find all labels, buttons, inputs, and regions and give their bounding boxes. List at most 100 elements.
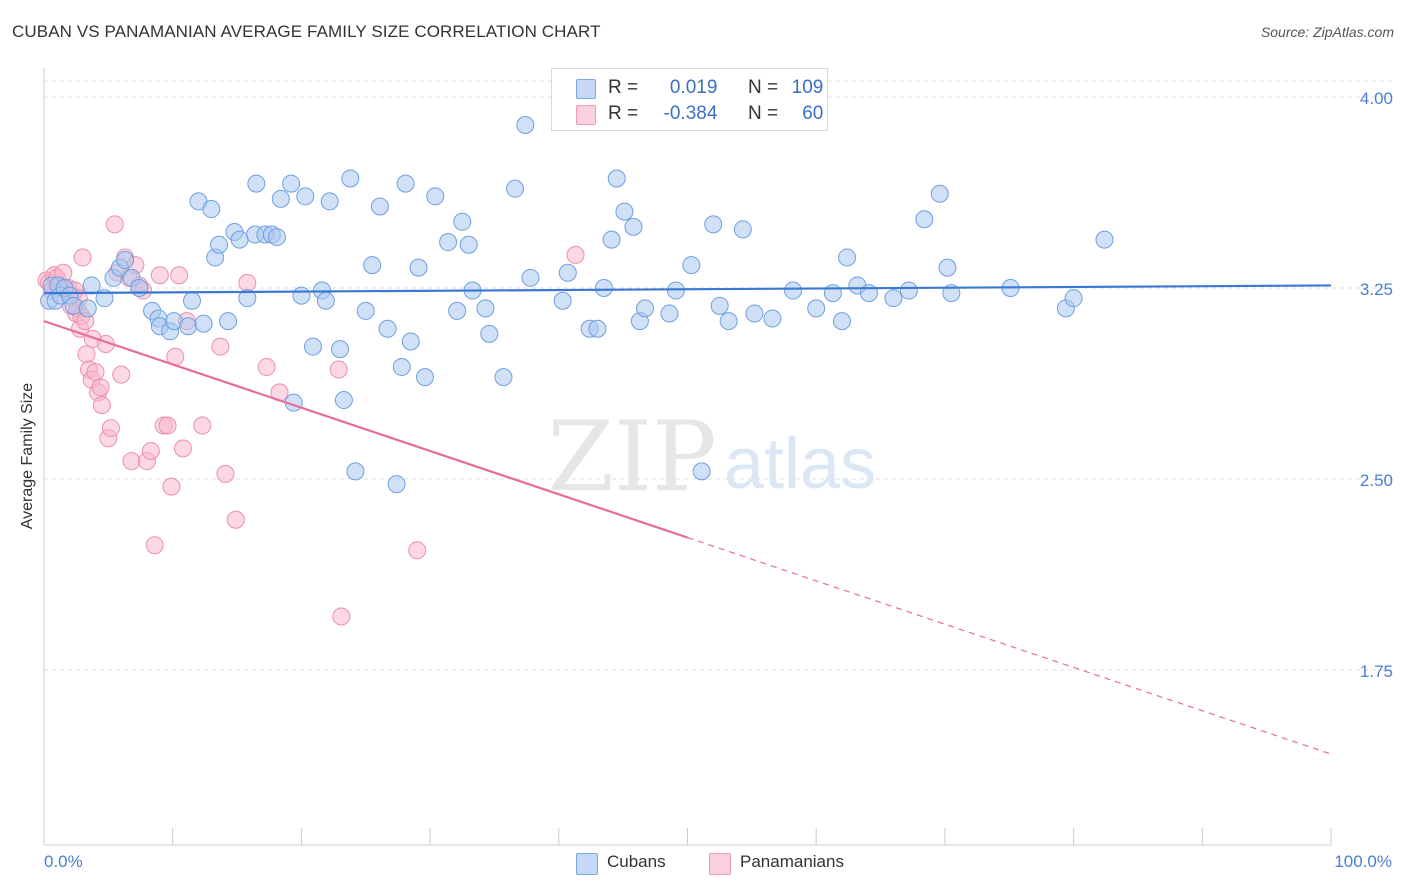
x-tick-label-max: 100.0%: [1334, 852, 1392, 871]
cuban-point: [267, 228, 286, 247]
cuban-point: [745, 304, 764, 323]
cuban-point: [392, 357, 411, 376]
cuban-point: [282, 174, 301, 193]
legend-cubans-label: Cubans: [607, 852, 666, 871]
x-tick-label-min: 0.0%: [44, 852, 83, 871]
cuban-point: [448, 301, 467, 320]
panamanians-swatch: [576, 105, 596, 125]
cuban-point: [303, 337, 322, 356]
panamanian-point: [173, 439, 192, 458]
cuban-point: [884, 289, 903, 308]
panamanians-trend-line: [43, 320, 688, 539]
panamanian-point: [211, 337, 230, 356]
panamanian-point: [216, 464, 235, 483]
panamanian-point: [77, 345, 96, 364]
trend-lines: [43, 284, 1332, 755]
cuban-point: [558, 263, 577, 282]
panamanian-point: [86, 363, 105, 382]
legend-panamanians-swatch: [709, 853, 731, 875]
cuban-point: [341, 169, 360, 188]
cuban-point: [915, 210, 934, 229]
cuban-point: [636, 299, 655, 318]
panamanian-point: [170, 266, 189, 285]
cuban-point: [346, 462, 365, 481]
cuban-point: [666, 281, 685, 300]
axes: [43, 68, 1332, 846]
cuban-point: [660, 304, 679, 323]
cuban-point: [624, 217, 643, 236]
cuban-point: [607, 169, 626, 188]
y-tick-labels: 1.75 2.50 3.25 4.00: [1360, 89, 1393, 681]
cuban-point: [202, 200, 221, 219]
cuban-point: [807, 299, 826, 318]
cuban-point: [838, 248, 857, 267]
cuban-point: [594, 279, 613, 297]
cuban-point: [1064, 289, 1083, 308]
cuban-point: [378, 319, 397, 338]
cuban-point: [930, 184, 949, 203]
panamanian-point: [329, 360, 348, 379]
panamanian-point: [566, 245, 585, 264]
cuban-point: [415, 368, 434, 387]
cuban-point: [334, 391, 353, 410]
panamanian-point: [332, 607, 351, 626]
panamanians-r-label: R =: [608, 103, 639, 124]
panamanian-point: [73, 248, 92, 267]
cuban-point: [370, 197, 389, 216]
panamanian-point: [193, 416, 212, 435]
watermark-atlas: atlas: [724, 424, 876, 504]
grid-lines: [44, 80, 1395, 671]
cubans-trend-line: [43, 284, 1332, 295]
panamanian-point: [162, 477, 181, 496]
cuban-point: [356, 301, 375, 320]
panamanian-point: [150, 266, 169, 285]
cuban-point: [271, 189, 290, 208]
cuban-point: [942, 284, 961, 303]
cuban-point: [387, 475, 406, 494]
cuban-point: [247, 174, 266, 193]
panamanian-point: [257, 357, 276, 376]
cubans-points: [40, 116, 1114, 494]
panamanian-point: [141, 441, 160, 460]
cuban-point: [506, 179, 525, 198]
cuban-point: [95, 289, 114, 308]
cuban-point: [1095, 230, 1114, 249]
chart-title: CUBAN VS PANAMANIAN AVERAGE FAMILY SIZE …: [12, 22, 601, 41]
cuban-point: [426, 187, 445, 206]
cuban-point: [292, 286, 311, 305]
cuban-point: [602, 230, 621, 249]
panamanian-point: [408, 541, 427, 560]
cuban-point: [210, 235, 229, 254]
cuban-point: [116, 250, 135, 269]
panamanian-point: [158, 416, 177, 435]
cuban-point: [832, 312, 851, 331]
cuban-point: [179, 317, 198, 336]
cuban-point: [194, 314, 213, 333]
cuban-point: [230, 230, 249, 249]
cuban-point: [82, 276, 101, 295]
cuban-point: [615, 202, 634, 221]
y-tick-label: 4.00: [1360, 89, 1393, 108]
cuban-point: [521, 268, 540, 287]
panamanian-point: [92, 396, 111, 415]
panamanians-n-label: N =: [747, 103, 779, 124]
cuban-point: [409, 258, 428, 277]
cubans-r-value: 0.019: [669, 77, 718, 98]
cuban-point: [710, 296, 729, 315]
cuban-point: [78, 299, 97, 318]
panamanian-point: [105, 215, 124, 234]
panamanian-point: [145, 536, 164, 555]
cuban-point: [823, 284, 842, 303]
cuban-point: [130, 279, 149, 297]
cuban-point: [494, 368, 513, 387]
watermark-zip: ZIP: [547, 401, 716, 513]
cuban-point: [219, 312, 238, 331]
cuban-point: [704, 215, 723, 234]
legend-panamanians-label: Panamanians: [740, 852, 844, 871]
watermark: ZIP atlas: [547, 401, 876, 513]
y-tick-label: 2.50: [1360, 471, 1393, 490]
cuban-point: [296, 187, 315, 206]
panamanians-r-value: -0.384: [663, 103, 718, 124]
cuban-point: [938, 258, 957, 277]
